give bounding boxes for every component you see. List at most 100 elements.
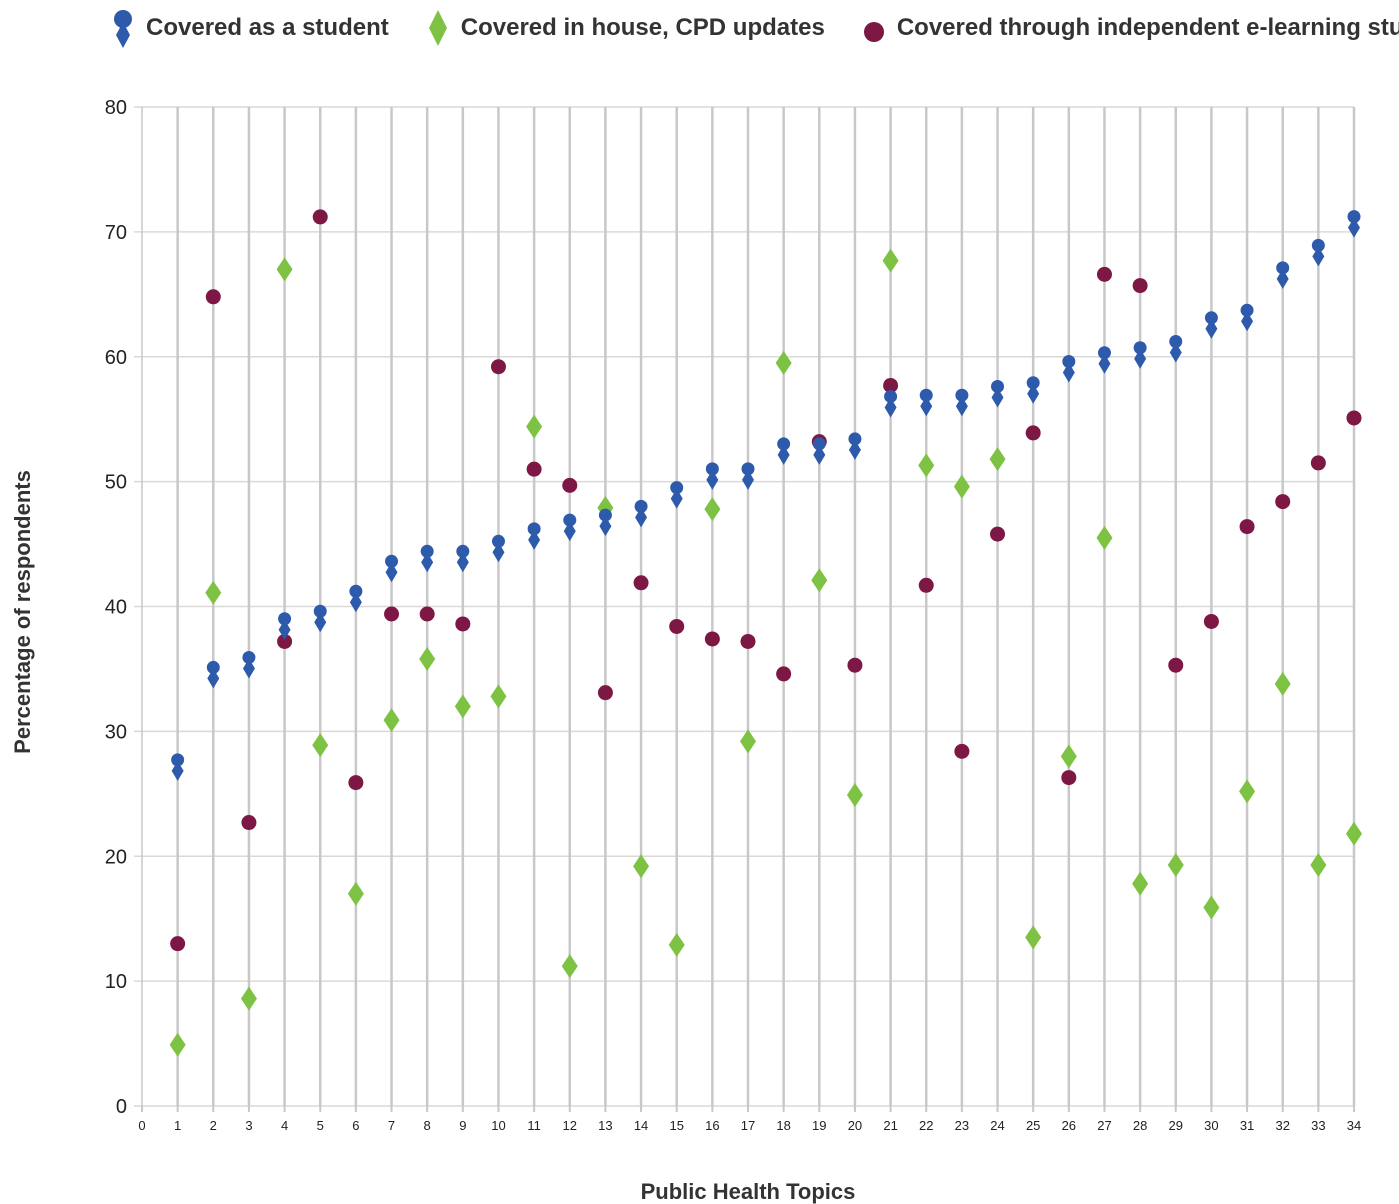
student-point-diamond — [920, 396, 933, 417]
student-point-diamond — [349, 592, 362, 613]
student-point — [491, 534, 505, 563]
student-point — [991, 379, 1005, 408]
student-point — [1133, 341, 1147, 369]
student-point — [670, 481, 684, 509]
x-tick-label: 10 — [491, 1118, 505, 1133]
student-point-diamond — [1098, 353, 1111, 374]
student-point-diamond — [670, 488, 683, 509]
student-point — [777, 437, 791, 465]
student-point-diamond — [1062, 362, 1075, 383]
x-tick-label: 8 — [424, 1118, 431, 1133]
y-tick-label: 60 — [105, 347, 127, 369]
student-point — [349, 584, 363, 613]
cpd-point — [383, 708, 400, 733]
student-point-circle — [777, 437, 791, 451]
student-point-circle — [812, 437, 826, 451]
student-point-circle — [741, 462, 755, 476]
x-tick-label: 17 — [741, 1118, 755, 1133]
elearning-point — [1132, 278, 1148, 294]
student-point — [313, 604, 327, 633]
legend-marker-circle-diamond — [114, 10, 132, 48]
x-tick-label: 11 — [527, 1118, 541, 1133]
cpd-point — [1274, 671, 1291, 696]
student-point — [812, 437, 826, 465]
elearning-point — [740, 633, 756, 649]
x-tick-label: 16 — [705, 1118, 719, 1133]
cpd-point — [1239, 779, 1256, 804]
y-axis-title: Percentage of respondents — [10, 470, 35, 754]
student-point-diamond — [706, 469, 719, 490]
student-point-circle — [1097, 346, 1111, 360]
x-tick-label: 15 — [669, 1118, 683, 1133]
student-point-diamond — [1205, 318, 1218, 339]
cpd-point — [561, 954, 578, 979]
x-tick-label: 2 — [210, 1118, 217, 1133]
x-tick-label: 12 — [563, 1118, 577, 1133]
elearning-point — [1346, 410, 1362, 426]
elearning-point — [241, 815, 257, 831]
elearning-point — [847, 657, 863, 673]
student-point-circle — [705, 462, 719, 476]
elearning-point — [633, 575, 649, 591]
x-tick-label: 7 — [388, 1118, 395, 1133]
cpd-point — [633, 854, 650, 879]
elearning-point — [990, 526, 1006, 542]
x-tick-label: 14 — [634, 1118, 648, 1133]
student-point-diamond — [991, 387, 1004, 408]
elearning-point — [883, 377, 899, 393]
cpd-point — [953, 474, 970, 499]
x-tick-label: 24 — [990, 1118, 1004, 1133]
student-point-diamond — [1027, 383, 1040, 404]
chart-legend: Covered as a student Covered in house, C… — [112, 8, 1399, 48]
student-point-diamond — [421, 552, 434, 573]
student-point — [1347, 210, 1361, 238]
student-point — [634, 499, 648, 528]
student-point — [884, 389, 898, 418]
student-point-circle — [598, 508, 612, 522]
cpd-point — [740, 729, 756, 754]
cpd-point — [490, 684, 507, 709]
student-point-circle — [1240, 303, 1254, 317]
student-point-diamond — [635, 507, 648, 528]
y-tick-label: 50 — [105, 472, 127, 494]
x-tick-label: 4 — [281, 1118, 288, 1133]
elearning-point — [704, 631, 720, 647]
cpd-point — [1096, 525, 1113, 550]
student-point-circle — [1204, 311, 1218, 325]
student-point-diamond — [563, 521, 576, 542]
y-tick-label: 70 — [105, 222, 127, 244]
elearning-point — [1239, 519, 1255, 535]
cpd-point — [1132, 871, 1149, 896]
student-point — [1276, 261, 1290, 289]
x-tick-label: 9 — [459, 1118, 466, 1133]
elearning-point — [348, 775, 364, 791]
student-point-diamond — [456, 552, 469, 573]
x-tick-label: 5 — [317, 1118, 324, 1133]
student-point — [705, 462, 719, 490]
student-point-diamond — [385, 562, 398, 583]
student-point-circle — [206, 660, 220, 674]
cpd-point — [1060, 744, 1077, 769]
x-tick-label: 1 — [174, 1118, 181, 1133]
elearning-point — [526, 461, 542, 477]
x-tick-label: 32 — [1275, 1118, 1289, 1133]
student-point-diamond — [884, 397, 897, 418]
x-tick-label: 29 — [1169, 1118, 1183, 1133]
student-point — [563, 513, 577, 542]
student-point-circle — [171, 753, 185, 767]
student-point — [527, 522, 541, 550]
student-point-circle — [1062, 354, 1076, 368]
elearning-point — [1203, 613, 1219, 629]
student-point-diamond — [1169, 342, 1182, 363]
student-point-circle — [242, 650, 256, 664]
student-point — [1062, 354, 1076, 383]
student-point — [1204, 311, 1218, 339]
x-tick-label: 28 — [1133, 1118, 1147, 1133]
cpd-point — [240, 986, 257, 1011]
student-point-diamond — [813, 444, 826, 465]
student-point-diamond — [742, 469, 754, 490]
student-point — [1097, 346, 1111, 374]
student-point — [955, 388, 969, 417]
elearning-point — [776, 666, 792, 682]
